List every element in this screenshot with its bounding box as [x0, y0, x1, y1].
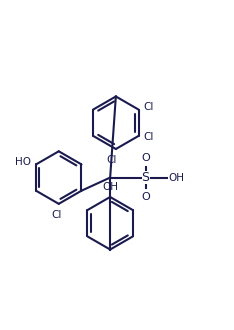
Text: HO: HO: [15, 157, 31, 167]
Text: Cl: Cl: [106, 155, 117, 165]
Text: Cl: Cl: [143, 102, 154, 112]
Text: OH: OH: [102, 182, 118, 192]
Text: Cl: Cl: [143, 132, 154, 142]
Text: O: O: [141, 192, 150, 202]
Text: OH: OH: [168, 173, 184, 182]
Text: S: S: [142, 171, 150, 184]
Text: O: O: [141, 153, 150, 163]
Text: Cl: Cl: [51, 210, 62, 219]
